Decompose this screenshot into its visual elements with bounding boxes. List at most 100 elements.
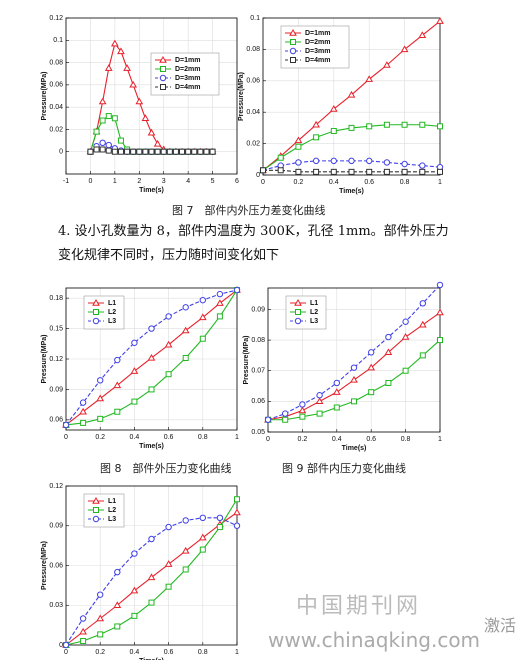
x-tick-label: 0.2 bbox=[294, 179, 304, 186]
marker bbox=[114, 356, 121, 364]
legend-marker bbox=[159, 55, 167, 63]
marker bbox=[436, 17, 444, 24]
marker bbox=[79, 407, 87, 415]
marker bbox=[114, 568, 121, 576]
y-tick-label: 0.06 bbox=[49, 417, 63, 424]
marker bbox=[97, 415, 104, 422]
marker bbox=[114, 408, 121, 415]
marker bbox=[165, 371, 172, 378]
marker bbox=[401, 121, 408, 128]
y-tick-label: 0.15 bbox=[49, 325, 63, 332]
y-tick-label: 0.04 bbox=[246, 109, 260, 116]
x-tick-label: 5 bbox=[211, 178, 215, 185]
marker bbox=[99, 146, 106, 153]
marker bbox=[105, 113, 112, 120]
watermark-url: www.chinaqking.com bbox=[268, 628, 481, 652]
marker bbox=[79, 615, 87, 622]
legend-label: L3 bbox=[108, 516, 116, 523]
marker bbox=[437, 123, 443, 130]
marker bbox=[148, 599, 155, 606]
x-tick-label: 0.6 bbox=[366, 436, 376, 443]
x-tick-label: 4 bbox=[186, 178, 190, 185]
y-tick-label: 0.09 bbox=[49, 386, 63, 393]
marker bbox=[131, 612, 138, 619]
marker bbox=[333, 404, 340, 411]
marker bbox=[383, 159, 391, 166]
legend-label: D=2mm bbox=[305, 39, 330, 46]
legend-marker bbox=[160, 84, 166, 90]
marker bbox=[199, 335, 206, 342]
y-tick-label: 0 bbox=[59, 149, 63, 156]
legend-marker bbox=[92, 298, 100, 306]
marker bbox=[105, 147, 112, 154]
y-axis-label: Pressure(MPa) bbox=[41, 334, 48, 383]
y-tick-label: 0.12 bbox=[49, 356, 63, 363]
x-tick-label: 1 bbox=[113, 178, 117, 185]
legend-marker bbox=[290, 39, 296, 45]
x-tick-label: 0 bbox=[64, 649, 68, 656]
marker bbox=[401, 160, 408, 168]
legend-marker bbox=[92, 317, 100, 325]
series-line bbox=[263, 169, 440, 173]
marker bbox=[135, 97, 144, 105]
legend-marker bbox=[159, 74, 167, 82]
marker bbox=[148, 386, 155, 393]
marker bbox=[282, 410, 289, 417]
marker bbox=[312, 120, 320, 128]
marker bbox=[123, 64, 131, 71]
marker bbox=[111, 148, 118, 155]
legend-label: D=4mm bbox=[175, 84, 200, 91]
marker bbox=[419, 162, 426, 169]
legend-marker bbox=[290, 57, 296, 63]
x-tick-label: 3 bbox=[162, 178, 166, 185]
legend-marker bbox=[294, 298, 302, 306]
plot-frame bbox=[65, 17, 238, 175]
marker bbox=[350, 364, 358, 371]
legend-marker bbox=[289, 28, 297, 36]
marker bbox=[148, 325, 155, 332]
marker bbox=[313, 168, 320, 175]
marker bbox=[350, 375, 358, 383]
y-tick-label: 0.12 bbox=[49, 15, 63, 22]
marker bbox=[277, 167, 284, 174]
marker bbox=[260, 167, 266, 174]
x-axis-label: Time(s) bbox=[339, 188, 364, 195]
y-tick-label: 0.07 bbox=[251, 368, 265, 375]
marker bbox=[216, 514, 224, 521]
y-tick-label: 0.1 bbox=[250, 15, 260, 22]
marker bbox=[105, 141, 112, 149]
marker bbox=[182, 304, 189, 311]
marker bbox=[181, 326, 190, 334]
y-tick-label: 0.06 bbox=[246, 78, 260, 85]
marker bbox=[130, 148, 137, 155]
plot-frame bbox=[267, 287, 441, 433]
y-tick-label: 0.12 bbox=[49, 483, 63, 490]
marker bbox=[114, 623, 121, 630]
marker bbox=[113, 601, 122, 608]
marker bbox=[383, 168, 390, 175]
marker bbox=[313, 134, 320, 141]
marker bbox=[124, 148, 131, 155]
x-tick-label: 0.2 bbox=[95, 649, 105, 656]
marker bbox=[164, 340, 173, 348]
legend-marker bbox=[160, 66, 166, 72]
marker bbox=[351, 398, 357, 405]
legend-marker bbox=[294, 317, 302, 325]
x-tick-label: 0.8 bbox=[401, 436, 411, 443]
x-tick-label: 0.8 bbox=[198, 434, 208, 441]
marker bbox=[104, 64, 113, 71]
x-tick-label: 0 bbox=[88, 178, 92, 185]
y-tick-label: 0.04 bbox=[49, 104, 63, 111]
marker bbox=[282, 416, 289, 423]
x-axis-label: Time(s) bbox=[139, 658, 164, 660]
marker bbox=[182, 566, 189, 573]
marker bbox=[384, 348, 393, 356]
marker bbox=[401, 168, 408, 175]
marker bbox=[347, 90, 356, 98]
marker bbox=[418, 320, 427, 328]
marker bbox=[419, 352, 426, 359]
marker bbox=[294, 136, 303, 144]
legend-label: L2 bbox=[108, 309, 116, 316]
marker bbox=[203, 148, 210, 155]
marker bbox=[164, 560, 173, 567]
